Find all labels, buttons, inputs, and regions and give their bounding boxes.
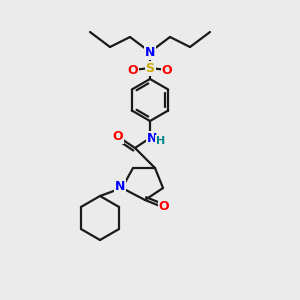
Text: N: N <box>147 131 157 145</box>
Text: N: N <box>115 179 125 193</box>
Text: S: S <box>146 61 154 74</box>
Text: H: H <box>156 136 166 146</box>
Text: O: O <box>113 130 123 142</box>
Text: O: O <box>162 64 172 76</box>
Text: N: N <box>145 46 155 59</box>
Text: O: O <box>128 64 138 76</box>
Text: O: O <box>159 200 169 212</box>
